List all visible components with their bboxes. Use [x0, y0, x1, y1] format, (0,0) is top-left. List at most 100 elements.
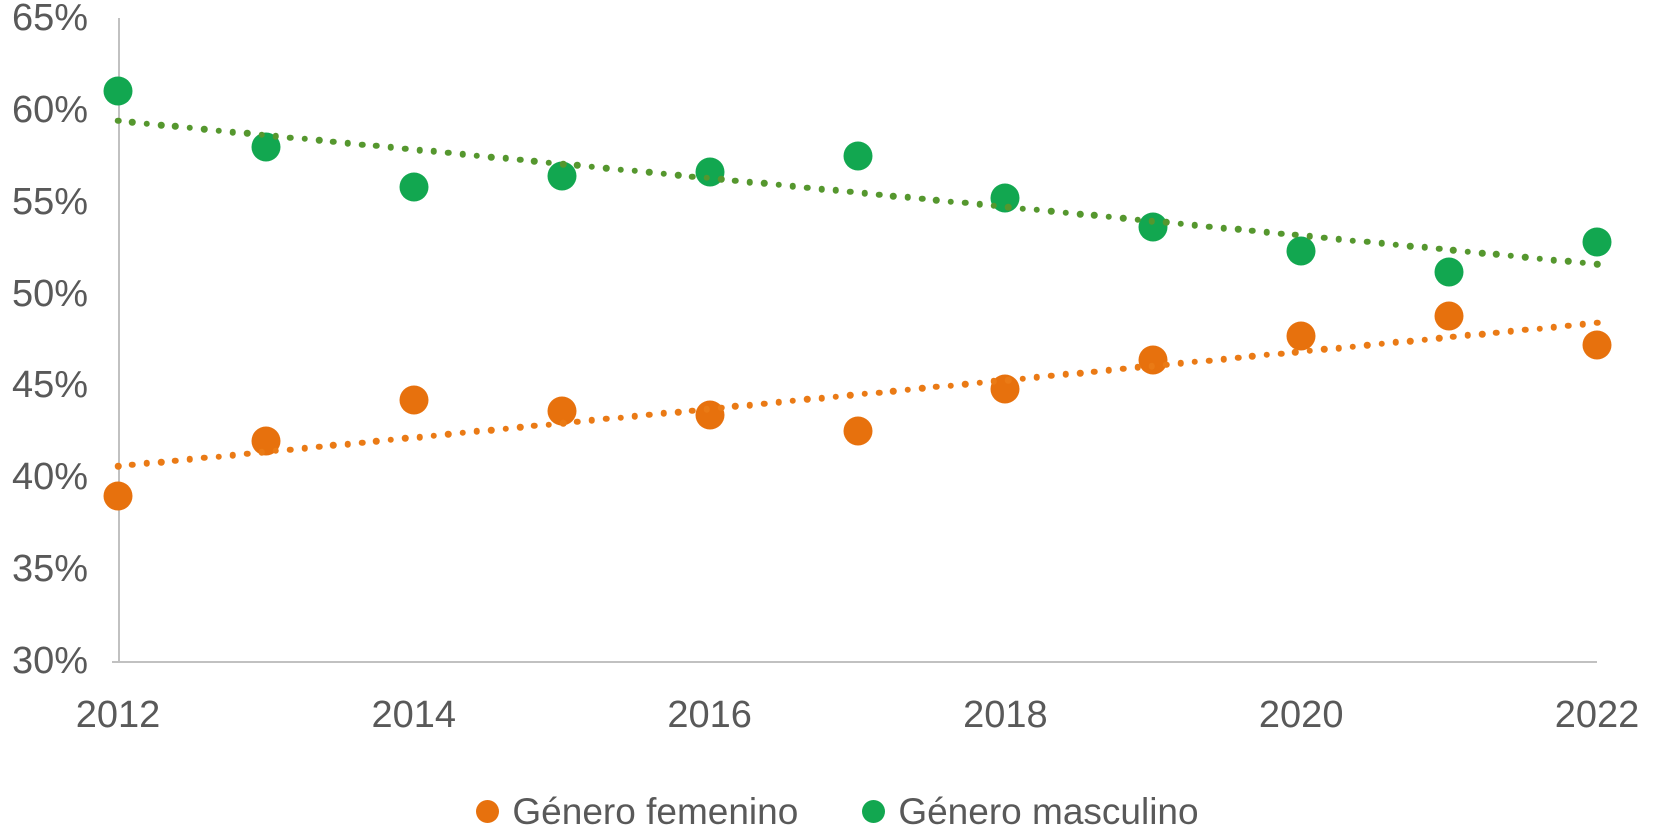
- trendline-dot: [1076, 369, 1084, 377]
- trendline-dot: [301, 444, 308, 452]
- trendline-dot: [875, 389, 883, 396]
- trendline-dot: [1392, 241, 1400, 248]
- trendline-dot: [445, 149, 452, 157]
- trendline-dot: [617, 166, 624, 173]
- trendline-dot: [1550, 323, 1558, 331]
- x-tick-label: 2012: [75, 694, 161, 736]
- trendline-dot: [1306, 233, 1314, 240]
- trendline-dot: [473, 152, 481, 159]
- trendline-dot: [947, 198, 955, 205]
- trendline-dot: [1521, 326, 1529, 334]
- x-tick-label: 2022: [1554, 694, 1640, 736]
- trendline-dot: [703, 405, 710, 413]
- data-point-marker: [103, 76, 133, 106]
- legend-item-label: Género masculino: [898, 790, 1199, 832]
- trendline-dot: [1464, 332, 1472, 339]
- trendline-dot: [1579, 259, 1586, 267]
- trendline-dot: [1191, 358, 1199, 366]
- trendline-dot: [1076, 210, 1084, 218]
- trendline-dot: [559, 160, 567, 168]
- y-tick-label: 55%: [11, 180, 88, 223]
- y-tick-label: 50%: [11, 272, 88, 315]
- trendline-dot: [832, 187, 840, 194]
- trendline-dot: [516, 424, 524, 431]
- trendline-dot: [401, 145, 409, 152]
- data-point-marker: [1286, 321, 1316, 351]
- trendline-dot: [1450, 333, 1457, 341]
- trendline-dot: [186, 456, 194, 463]
- trendline-dot: [1349, 237, 1357, 244]
- trendline-dot: [531, 422, 538, 430]
- trendline-dot: [1177, 220, 1184, 228]
- trendline-dot: [1048, 372, 1055, 380]
- trendline-dot: [1550, 256, 1558, 264]
- trendline-dot: [1005, 203, 1012, 211]
- trendline-dot: [775, 181, 782, 189]
- trendline-dot: [732, 403, 739, 410]
- trendline-dot: [157, 121, 165, 129]
- y-tick-label: 45%: [11, 364, 88, 407]
- trendline-dot: [1478, 249, 1486, 257]
- trendline-dot: [1263, 228, 1270, 236]
- trendline-dot: [502, 155, 509, 162]
- trendline-dot: [832, 393, 840, 400]
- trendline-dot: [1378, 240, 1385, 247]
- trendline-dot: [1119, 365, 1127, 373]
- trendline-dot: [1392, 339, 1400, 346]
- trendline-dot: [1249, 227, 1256, 235]
- trendline-dot: [1019, 375, 1026, 382]
- trendline-dot: [861, 390, 868, 398]
- trendline-dot: [287, 134, 294, 141]
- y-tick-label: 65%: [11, 0, 88, 39]
- trendline-dot: [961, 380, 969, 388]
- trendline-dot: [1134, 216, 1141, 223]
- trendline-dot: [947, 382, 955, 389]
- trendline-dot: [875, 191, 883, 198]
- x-tick-label: 2020: [1258, 694, 1344, 736]
- trendline-dot: [803, 184, 811, 191]
- trendline-dot: [746, 401, 754, 409]
- trendline-dot: [961, 199, 969, 207]
- data-point-marker: [1138, 212, 1168, 242]
- trendline-dot: [1335, 344, 1342, 352]
- trendline-dot: [1249, 353, 1256, 360]
- trendline-dot: [1320, 234, 1328, 241]
- trendline-dot: [1148, 362, 1156, 370]
- trendline-dot: [732, 177, 739, 184]
- trendline-dot: [330, 138, 337, 145]
- trendline-dot: [215, 127, 222, 134]
- trendline-dot: [689, 407, 696, 414]
- trendline-dot: [344, 440, 351, 448]
- trendline-dot: [445, 431, 452, 438]
- trendline-dot: [215, 453, 222, 460]
- trendline-dot: [674, 171, 682, 179]
- trendline-dot: [1378, 340, 1385, 348]
- trendline-dot: [143, 460, 150, 467]
- data-point-marker: [843, 416, 872, 446]
- trendline-dot: [1565, 258, 1572, 265]
- trendline-dot: [1292, 348, 1299, 356]
- trendline-dot: [789, 397, 797, 405]
- trendline-dot: [545, 421, 553, 428]
- trendline-dot: [803, 396, 811, 403]
- trendline-dot: [746, 178, 754, 186]
- trendline-dot: [847, 392, 854, 399]
- data-point-marker: [1138, 345, 1168, 375]
- trendline-dot: [1220, 355, 1227, 363]
- x-axis-line: [112, 661, 1597, 663]
- trendline-dot: [473, 428, 481, 435]
- trendline-dot: [646, 169, 653, 176]
- trendline-dot: [186, 124, 194, 132]
- trendline-dot: [129, 119, 136, 126]
- trendline-dot: [1292, 231, 1299, 239]
- trendline-dot: [976, 379, 983, 387]
- trendline-dot: [1119, 215, 1127, 222]
- trendline-dot: [1407, 242, 1414, 250]
- trendline-dot: [847, 188, 854, 196]
- trendline-dot: [1177, 360, 1184, 367]
- trendline-dot: [243, 450, 251, 457]
- data-point-marker: [843, 141, 872, 171]
- trendline-dot: [818, 394, 825, 402]
- trendline-dot: [373, 142, 380, 150]
